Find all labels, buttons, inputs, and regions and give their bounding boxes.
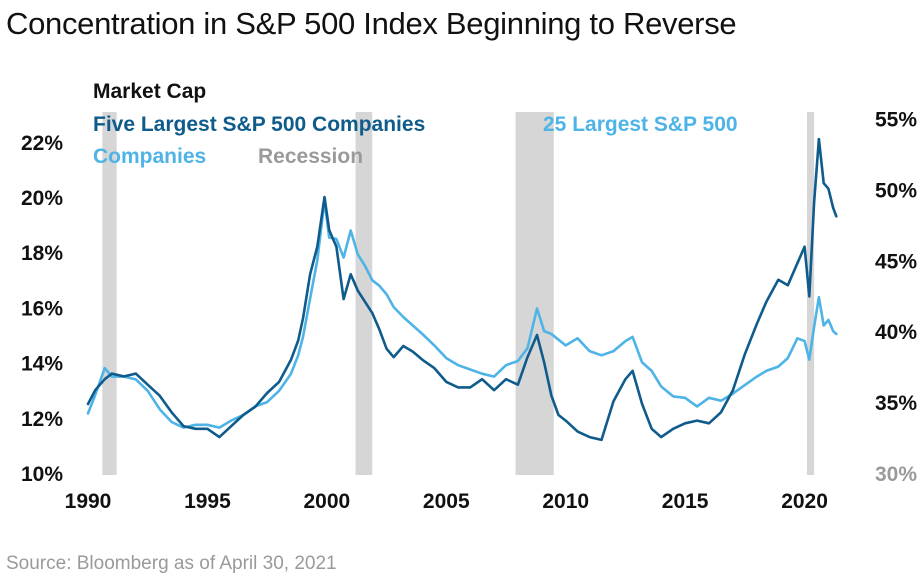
y-right-tick-label: 30% — [875, 463, 917, 486]
recession-band-3 — [515, 112, 554, 475]
y-left-tick-label: 18% — [21, 242, 63, 265]
y-left-tick-label: 16% — [21, 297, 63, 320]
recession-band-2 — [355, 112, 373, 475]
x-tick-label: 1995 — [184, 490, 231, 513]
x-tick-label: 2015 — [662, 490, 709, 513]
series-lines — [86, 137, 838, 442]
y-right-tick-label: 45% — [875, 250, 917, 273]
x-tick-label: 2020 — [781, 490, 828, 513]
source-note: Source: Bloomberg as of April 30, 2021 — [6, 553, 337, 574]
y-right-tick-label: 40% — [875, 321, 917, 344]
x-tick-label: 2005 — [423, 490, 470, 513]
y-left-tick-label: 14% — [21, 353, 63, 376]
y-left-tick-label: 12% — [21, 408, 63, 431]
y-right-tick-label: 55% — [875, 109, 917, 132]
x-axis: 1990 1995 2000 2005 2010 2015 2020 — [65, 490, 828, 513]
y-left-tick-label: 10% — [21, 463, 63, 486]
y-left-tick-label: 20% — [21, 187, 63, 210]
legend-entry-25-largest: 25 Largest S&P 500 — [543, 113, 738, 136]
series-line-five-largest — [86, 137, 838, 442]
legend: Market Cap Five Largest S&P 500 Companie… — [93, 80, 738, 168]
recession-bands — [102, 112, 815, 475]
legend-entry-five-largest: Five Largest S&P 500 Companies — [93, 113, 425, 136]
x-tick-label: 1990 — [65, 490, 112, 513]
y-right-tick-label: 50% — [875, 179, 917, 202]
recession-band-1 — [102, 112, 117, 475]
chart-title: Concentration in S&P 500 Index Beginning… — [6, 6, 737, 41]
legend-entry-recession: Recession — [258, 145, 363, 168]
y-left-tick-label: 22% — [21, 132, 63, 155]
legend-entry-25-largest-cont: Companies — [93, 145, 206, 168]
y-axis-right: 30% 35% 40% 45% 50% 55% — [875, 109, 917, 487]
y-axis-left: 10% 12% 14% 16% 18% 20% 22% — [21, 132, 63, 486]
series-line-25-largest — [86, 199, 838, 429]
chart: Market Cap Five Largest S&P 500 Companie… — [21, 80, 917, 513]
x-tick-label: 2010 — [542, 490, 589, 513]
x-tick-label: 2000 — [303, 490, 350, 513]
y-right-tick-label: 35% — [875, 392, 917, 415]
legend-title: Market Cap — [93, 80, 206, 103]
